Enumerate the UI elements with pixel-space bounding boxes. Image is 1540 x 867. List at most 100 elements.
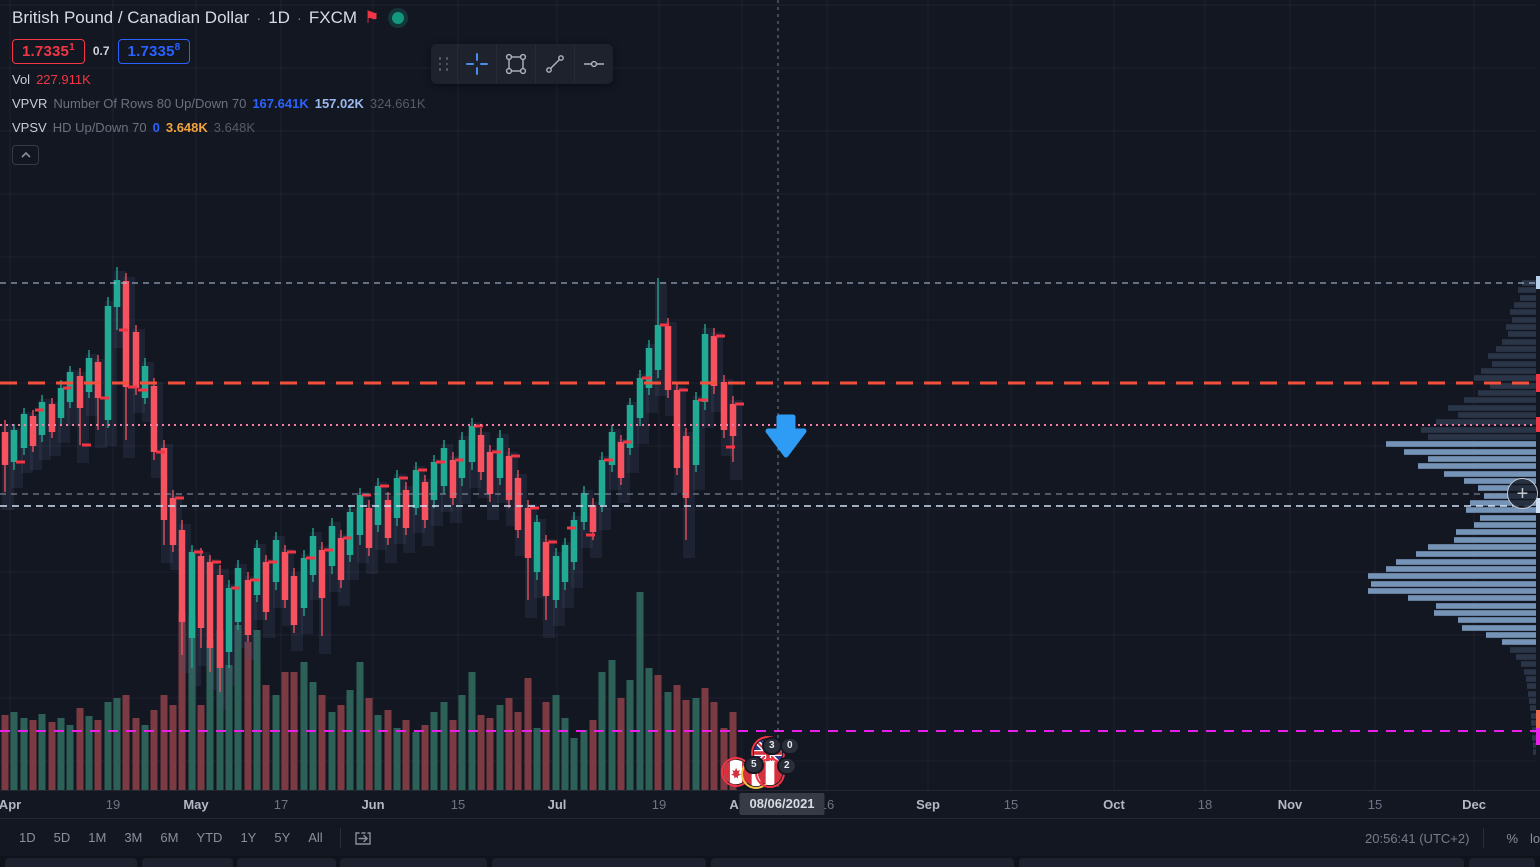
bottom-panel-tab[interactable] bbox=[711, 858, 1014, 867]
time-tick: 15 bbox=[450, 797, 466, 812]
event-count-badge: 2 bbox=[777, 757, 797, 775]
bottom-panel-tab[interactable] bbox=[237, 858, 336, 867]
bottom-panel-tab[interactable] bbox=[1019, 858, 1464, 867]
brush-rectangle-tool-icon[interactable] bbox=[496, 44, 535, 84]
time-tick: Jul bbox=[547, 797, 567, 812]
bottom-panel-tab[interactable] bbox=[142, 858, 233, 867]
range-button-ytd[interactable]: YTD bbox=[196, 830, 223, 845]
event-flag-rw2[interactable] bbox=[757, 760, 783, 786]
vpvr-total-value: 324.661K bbox=[369, 96, 426, 111]
chevron-up-icon bbox=[20, 152, 31, 158]
trend-line-tool-icon[interactable] bbox=[535, 44, 574, 84]
time-tick: May bbox=[183, 797, 209, 812]
market-status-icon[interactable] bbox=[392, 12, 405, 24]
time-tick: Jun bbox=[361, 797, 385, 812]
candles-layer bbox=[1, 267, 737, 692]
separator-dot: · bbox=[256, 9, 262, 27]
exchange-label[interactable]: FXCM bbox=[308, 8, 358, 27]
bottom-panel-tab[interactable] bbox=[492, 858, 706, 867]
price-label-sliver bbox=[1536, 374, 1540, 392]
range-button-3m[interactable]: 3M bbox=[124, 830, 143, 845]
study-params: Number Of Rows 80 Up/Down 70 bbox=[53, 96, 247, 111]
add-alert-plus-button[interactable]: + bbox=[1507, 478, 1538, 509]
event-count-badge: 0 bbox=[780, 737, 800, 755]
go-to-date-button[interactable] bbox=[349, 826, 377, 850]
range-button-5d[interactable]: 5D bbox=[53, 830, 71, 845]
log-scale-button[interactable]: log bbox=[1530, 830, 1540, 846]
bid-ask-row: 1.73351 0.7 1.73358 bbox=[12, 38, 426, 64]
vpvr-up-value: 167.641K bbox=[252, 96, 309, 111]
vpsv-hd-value: 3.648K bbox=[165, 120, 208, 135]
collapse-legend-button[interactable] bbox=[12, 145, 39, 165]
bottom-toolbar: 1D 5D 1M 3M 6M YTD 1Y 5Y All 20:56:41 (UTC+2) % … bbox=[0, 818, 1540, 856]
volume-value: 227.911K bbox=[36, 72, 91, 87]
vpsv-total-value: 3.648K bbox=[213, 120, 255, 135]
time-tick: 18 bbox=[1197, 797, 1213, 812]
bottom-panel-edge bbox=[0, 856, 1540, 867]
symbol-name[interactable]: British Pound / Canadian Dollar bbox=[12, 8, 250, 27]
time-tick: Oct bbox=[1103, 797, 1125, 812]
timeframe-label[interactable]: 1D bbox=[268, 8, 290, 27]
vpsv-zero-value: 0 bbox=[152, 120, 160, 135]
study-tick-layer bbox=[16, 323, 744, 590]
study-name: VPVR bbox=[12, 96, 48, 111]
time-tick: 15 bbox=[1367, 797, 1383, 812]
spread-value: 0.7 bbox=[92, 44, 110, 58]
ask-price[interactable]: 1.73358 bbox=[117, 38, 191, 64]
toolbar-drag-handle-icon[interactable] bbox=[431, 44, 457, 84]
volume-profile-layer bbox=[1368, 280, 1536, 755]
toolbar-divider bbox=[1483, 828, 1485, 848]
price-lines-layer bbox=[0, 282, 1536, 732]
time-tick: 15 bbox=[1003, 797, 1019, 812]
down-arrow-drawing[interactable] bbox=[765, 414, 807, 458]
event-count-badge: 5 bbox=[744, 756, 764, 774]
date-range-buttons: 1D 5D 1M 3M 6M YTD 1Y 5Y All bbox=[10, 825, 332, 850]
chart-legend: British Pound / Canadian Dollar · 1D · F… bbox=[12, 6, 426, 165]
range-button-6m[interactable]: 6M bbox=[160, 830, 179, 845]
bottom-panel-tab[interactable] bbox=[1469, 858, 1535, 867]
time-tick: Dec bbox=[1462, 797, 1486, 812]
event-count-badge: 3 bbox=[762, 737, 782, 755]
time-tick: 19 bbox=[651, 797, 667, 812]
range-button-all[interactable]: All bbox=[308, 830, 323, 845]
price-label-sliver bbox=[1536, 710, 1540, 728]
crosshair-date-label: 08/06/2021 bbox=[739, 793, 825, 815]
time-tick: Nov bbox=[1277, 797, 1303, 812]
time-axis[interactable]: 08/06/2021 Apr19May17Jun15Jul19Aug16Sep1… bbox=[0, 790, 1540, 818]
study-volume[interactable]: Vol 227.911K bbox=[12, 71, 426, 88]
crosshair-tool-icon[interactable] bbox=[457, 44, 496, 84]
price-label-sliver bbox=[1536, 276, 1540, 289]
bottom-panel-tab[interactable] bbox=[5, 858, 137, 867]
bottom-panel-tab[interactable] bbox=[340, 858, 487, 867]
price-label-sliver bbox=[1536, 417, 1540, 432]
clock-label[interactable]: 20:56:41 (UTC+2) bbox=[1365, 830, 1470, 846]
study-params: HD Up/Down 70 bbox=[52, 120, 147, 135]
vpvr-down-value: 157.02K bbox=[314, 96, 364, 111]
price-label-sliver bbox=[1536, 498, 1540, 513]
range-button-5y[interactable]: 5Y bbox=[274, 830, 291, 845]
bid-price[interactable]: 1.73351 bbox=[12, 38, 85, 64]
percent-scale-button[interactable]: % bbox=[1506, 830, 1518, 846]
time-tick: 19 bbox=[105, 797, 121, 812]
toolbar-divider bbox=[339, 827, 341, 848]
toolbar-right-group: 20:56:41 (UTC+2) % log bbox=[1365, 819, 1540, 857]
volume-bars-layer bbox=[1, 592, 737, 790]
time-tick: Apr bbox=[0, 797, 22, 812]
drawing-toolbar bbox=[431, 44, 613, 84]
price-scale-edge[interactable] bbox=[1536, 0, 1540, 790]
study-name: VPSV bbox=[12, 120, 47, 135]
range-button-1m[interactable]: 1M bbox=[88, 830, 107, 845]
price-label-sliver bbox=[1536, 728, 1540, 745]
go-to-date-icon bbox=[355, 831, 371, 845]
study-vpsv[interactable]: VPSV HD Up/Down 70 0 3.648K 3.648K bbox=[12, 119, 426, 136]
time-tick: 17 bbox=[273, 797, 289, 812]
study-name: Vol bbox=[12, 72, 31, 87]
range-button-1d[interactable]: 1D bbox=[19, 830, 36, 845]
study-vpvr[interactable]: VPVR Number Of Rows 80 Up/Down 70 167.64… bbox=[12, 95, 426, 112]
separator-dot: · bbox=[296, 9, 302, 27]
flagged-symbol-icon[interactable]: ⚑ bbox=[364, 7, 380, 27]
range-button-1y[interactable]: 1Y bbox=[240, 830, 257, 845]
symbol-title-row[interactable]: British Pound / Canadian Dollar · 1D · F… bbox=[12, 6, 426, 30]
horizontal-ray-tool-icon[interactable] bbox=[574, 44, 613, 84]
